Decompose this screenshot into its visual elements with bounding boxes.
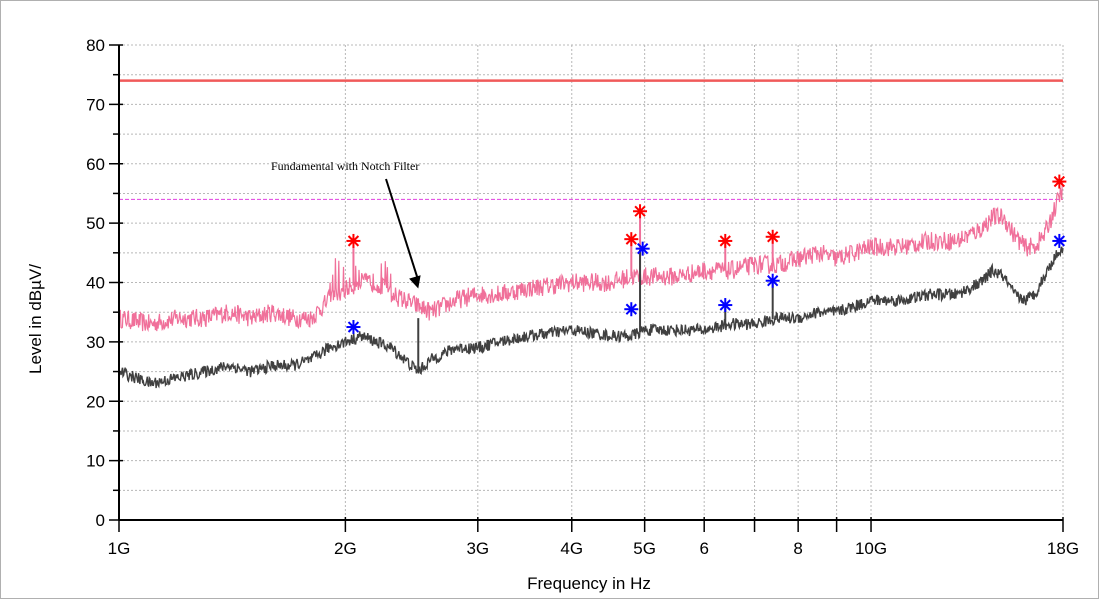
marker-stroke xyxy=(1053,175,1066,188)
peak-marker xyxy=(718,233,733,248)
y-tick-label: 20 xyxy=(86,392,105,411)
peak-marker xyxy=(1052,174,1067,189)
average-trace xyxy=(118,246,1064,389)
average-marker xyxy=(624,302,639,317)
x-tick-label: 1G xyxy=(108,539,131,558)
average-marker xyxy=(765,273,780,288)
y-tick-label: 80 xyxy=(86,36,105,55)
marker-stroke xyxy=(625,303,637,315)
y-tick-label: 30 xyxy=(86,333,105,352)
marker-stroke xyxy=(347,235,360,247)
x-tick-label: 2G xyxy=(334,539,357,558)
average-marker xyxy=(1052,233,1067,248)
series-group xyxy=(118,180,1064,389)
x-tick-label: 5G xyxy=(633,539,656,558)
y-tick-label: 70 xyxy=(86,95,105,114)
peak-marker xyxy=(633,204,648,219)
annotation-text: Fundamental with Notch Filter xyxy=(271,159,419,173)
marker-stroke xyxy=(1053,235,1066,247)
average-marker xyxy=(346,320,361,335)
x-tick-label: 8 xyxy=(793,539,802,558)
peak-trace xyxy=(118,180,1064,333)
annotation-arrowhead xyxy=(409,275,421,289)
marker-stroke xyxy=(767,275,779,287)
y-tick-label: 10 xyxy=(86,452,105,471)
marker-stroke xyxy=(637,242,649,255)
y-tick-label: 0 xyxy=(96,511,105,530)
y-tick-label: 50 xyxy=(86,214,105,233)
x-tick-label: 3G xyxy=(466,539,489,558)
x-axis-title: Frequency in Hz xyxy=(527,574,651,593)
x-tick-label: 18G xyxy=(1047,539,1079,558)
average-marker xyxy=(635,241,650,256)
peak-marker xyxy=(624,232,639,247)
axes: 0 10 20 30 40 50 60 70 80 1G 2G 3G 4G 5G 6 8 10G 18G xyxy=(86,36,1079,558)
x-tick-label: 6 xyxy=(699,539,708,558)
x-tick-label: 10G xyxy=(855,539,887,558)
marker-stroke xyxy=(719,299,731,311)
marker-stroke xyxy=(767,231,779,243)
markers xyxy=(346,174,1067,335)
marker-stroke xyxy=(347,321,360,333)
y-tick-label: 40 xyxy=(86,274,105,293)
marker-stroke xyxy=(719,235,731,247)
y-axis-title: Level in dBµV/ xyxy=(26,264,45,374)
marker-stroke xyxy=(625,233,637,245)
average-marker xyxy=(718,298,733,313)
peak-marker xyxy=(346,233,361,248)
x-tick-label: 4G xyxy=(560,539,583,558)
y-tick-label: 60 xyxy=(86,155,105,174)
peak-marker xyxy=(765,229,780,244)
marker-stroke xyxy=(634,205,646,217)
annotation-arrow xyxy=(385,178,420,281)
limit-lines xyxy=(119,79,1063,200)
annotations: Fundamental with Notch Filter xyxy=(271,159,421,289)
